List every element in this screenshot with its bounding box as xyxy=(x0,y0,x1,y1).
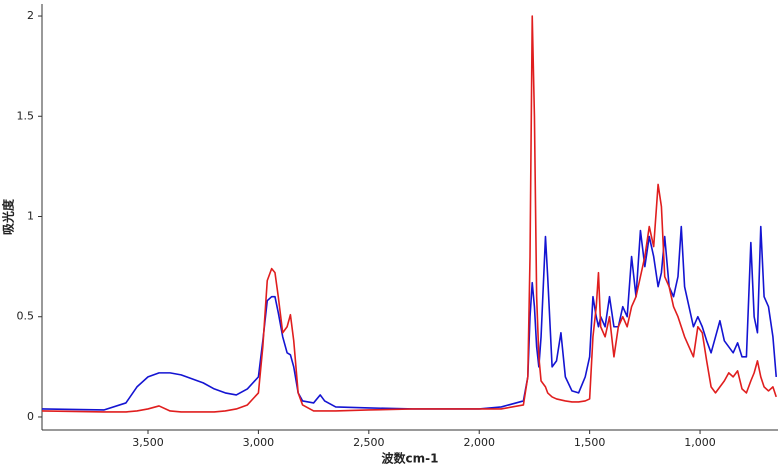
x-tick-label: 1,000 xyxy=(684,436,716,449)
x-tick-label: 2,500 xyxy=(353,436,385,449)
y-tick-label: 1 xyxy=(27,209,34,222)
x-tick-label: 2,000 xyxy=(463,436,495,449)
spectrum-line xyxy=(41,225,778,411)
x-tick-label: 3,000 xyxy=(243,436,275,449)
y-tick-label: 1.5 xyxy=(17,109,35,122)
y-tick-label: 2 xyxy=(27,9,34,22)
y-tick-label: 0 xyxy=(27,410,34,423)
y-tick-label: 0.5 xyxy=(17,310,35,323)
y-axis-title: 吸光度 xyxy=(1,198,16,235)
spectrum-line xyxy=(41,15,777,413)
x-axis-title: 波数cm-1 xyxy=(382,451,439,466)
x-tick-label: 1,500 xyxy=(574,436,606,449)
x-tick-label: 3,500 xyxy=(132,436,164,449)
